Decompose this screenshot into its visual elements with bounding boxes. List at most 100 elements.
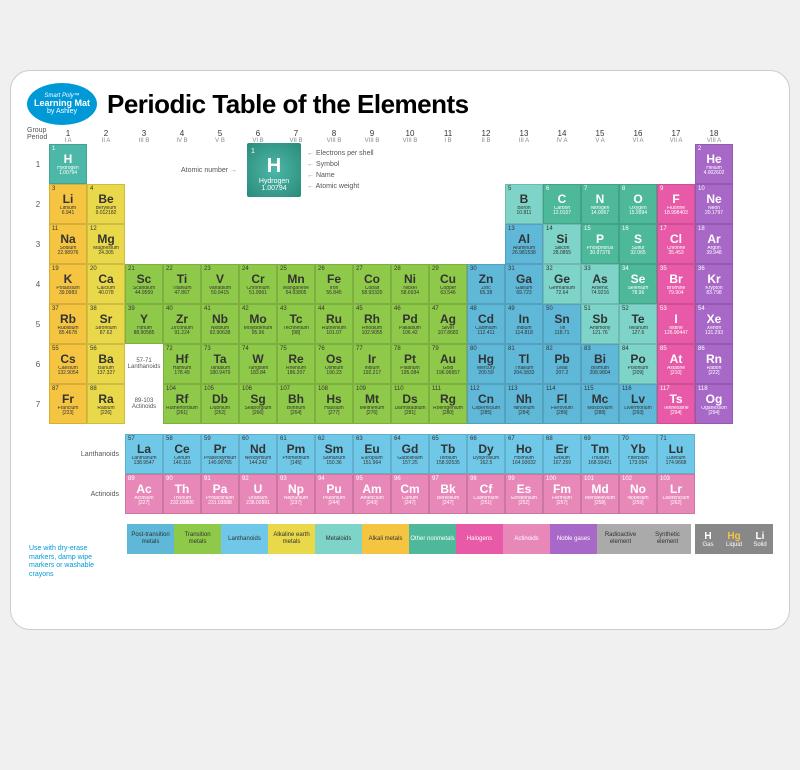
legend-item: Halogens <box>456 524 503 554</box>
group-number: 8VIII B <box>315 129 353 144</box>
element-cell: 14SiSilicon28.0855 <box>543 224 581 264</box>
empty-cell <box>429 184 467 224</box>
element-cell: 103LrLawrencium[262] <box>657 474 695 514</box>
legend-item: Synthetic element <box>644 524 691 554</box>
empty-cell <box>201 224 239 264</box>
element-cell: 60NdNeodymium144.242 <box>239 434 277 474</box>
element-cell: 93NpNeptunium[237] <box>277 474 315 514</box>
period-number: 1 <box>27 144 49 184</box>
legend-item: Metaloids <box>315 524 362 554</box>
period-row: 537RbRubidium85.467838SrStrontium87.6239… <box>27 304 773 344</box>
element-cell: 85AtAstatine[210] <box>657 344 695 384</box>
period-number: 2 <box>27 184 49 224</box>
range-label: 89-103Actinoids <box>125 384 163 424</box>
element-cell: 41NbNiobium92.90638 <box>201 304 239 344</box>
empty-cell <box>315 224 353 264</box>
element-cell: 78PtPlatinum195.084 <box>391 344 429 384</box>
element-cell: 90ThThorium232.03806 <box>163 474 201 514</box>
element-cell: 25MnManganese54.93805 <box>277 264 315 304</box>
empty-cell <box>505 144 543 184</box>
group-number: 2II A <box>87 129 125 144</box>
period-row: 787FrFrancium[223]88RaRadium[226]89-103A… <box>27 384 773 424</box>
element-cell: 4BeBeryllium9.012182 <box>87 184 125 224</box>
element-cell: 76OsOsmium190.23 <box>315 344 353 384</box>
element-cell: 51SbAntimony121.76 <box>581 304 619 344</box>
element-cell: 33AsArsenic74.9216 <box>581 264 619 304</box>
element-cell: 15PPhosphorus30.97376 <box>581 224 619 264</box>
element-cell: 26FeIron55.845 <box>315 264 353 304</box>
period-number: 6 <box>27 344 49 384</box>
empty-cell <box>239 184 277 224</box>
element-cell: 7NNitrogen14.0067 <box>581 184 619 224</box>
element-cell: 84PoPolonium[209] <box>619 344 657 384</box>
element-cell: 58CeCerium140.116 <box>163 434 201 474</box>
element-cell: 24CrChromium51.9961 <box>239 264 277 304</box>
element-cell: 117TsTennessine[294] <box>657 384 695 424</box>
element-cell: 55CsCaesium132.9054 <box>49 344 87 384</box>
logo-bot: by Ashley <box>47 108 77 115</box>
element-cell: 95AmAmericium[243] <box>353 474 391 514</box>
empty-cell <box>619 144 657 184</box>
empty-cell <box>125 184 163 224</box>
period-number: 4 <box>27 264 49 304</box>
state-item: HgLiquid <box>721 524 747 554</box>
element-cell: 68ErErbium167.259 <box>543 434 581 474</box>
category-legend: Post-transition metalsTransition metalsL… <box>127 524 773 554</box>
element-cell: 87FrFrancium[223] <box>49 384 87 424</box>
element-cell: 71LuLutetium174.9668 <box>657 434 695 474</box>
empty-cell <box>315 144 353 184</box>
element-cell: 105DbDubnium[262] <box>201 384 239 424</box>
element-cell: 17ClChlorine35.453 <box>657 224 695 264</box>
group-number: 12II B <box>467 129 505 144</box>
element-cell: 77IrIridium192.217 <box>353 344 391 384</box>
element-cell: 79AuGold196.96657 <box>429 344 467 384</box>
state-legend: HGasHgLiquidLiSolid <box>695 524 773 554</box>
period-number: 3 <box>27 224 49 264</box>
group-number: 1I A <box>49 129 87 144</box>
element-cell: 69TmThulium168.93421 <box>581 434 619 474</box>
group-number: 13III A <box>505 129 543 144</box>
period-number: 7 <box>27 384 49 424</box>
empty-cell <box>467 224 505 264</box>
empty-cell <box>277 144 315 184</box>
empty-cell <box>391 144 429 184</box>
element-cell: 12MgMagnesium24.305 <box>87 224 125 264</box>
legend-item: Noble gases <box>550 524 597 554</box>
empty-cell <box>201 184 239 224</box>
group-number: 15V A <box>581 129 619 144</box>
element-cell: 118OgOganesson[294] <box>695 384 733 424</box>
element-cell: 111RgRoentgenium[280] <box>429 384 467 424</box>
page-title: Periodic Table of the Elements <box>107 89 469 120</box>
element-cell: 83BiBismuth208.9804 <box>581 344 619 384</box>
element-cell: 112CnCopernicium[285] <box>467 384 505 424</box>
group-number: 6VI B <box>239 129 277 144</box>
empty-cell <box>391 184 429 224</box>
element-cell: 31GaGallium69.723 <box>505 264 543 304</box>
element-cell: 38SrStrontium87.62 <box>87 304 125 344</box>
legend-item: Actinoids <box>503 524 550 554</box>
element-cell: 23VVanadium50.9415 <box>201 264 239 304</box>
element-cell: 29CuCopper63.546 <box>429 264 467 304</box>
empty-cell <box>201 144 239 184</box>
empty-cell <box>125 144 163 184</box>
element-cell: 27CoCobalt58.93320 <box>353 264 391 304</box>
element-cell: 57LaLanthanum138.9547 <box>125 434 163 474</box>
element-cell: 16SSulfur32.065 <box>619 224 657 264</box>
element-cell: 2HeHelium4.002602 <box>695 144 733 184</box>
element-cell: 49InIndium114.818 <box>505 304 543 344</box>
lanthanoid-cells: 57LaLanthanum138.954758CeCerium140.11659… <box>125 434 695 474</box>
element-cell: 34SeSelenium78.96 <box>619 264 657 304</box>
learning-mat: Smart Poly™ Learning Mat by Ashley Perio… <box>10 70 790 630</box>
element-cell: 18ArArgon39.948 <box>695 224 733 264</box>
element-cell: 56BaBarium137.327 <box>87 344 125 384</box>
element-cell: 54XeXenon131.293 <box>695 304 733 344</box>
group-number: 18VIII A <box>695 129 733 144</box>
empty-cell <box>467 144 505 184</box>
element-cell: 3LiLithium6.941 <box>49 184 87 224</box>
state-item: HGas <box>695 524 721 554</box>
element-cell: 32GeGermanium72.64 <box>543 264 581 304</box>
element-cell: 10NeNeon20.1797 <box>695 184 733 224</box>
actinoid-row: Actinoids 89AcActinium[227]90ThThorium23… <box>49 474 773 514</box>
element-cell: 13AlAluminum26.981538 <box>505 224 543 264</box>
element-cell: 73TaTantalum180.9479 <box>201 344 239 384</box>
